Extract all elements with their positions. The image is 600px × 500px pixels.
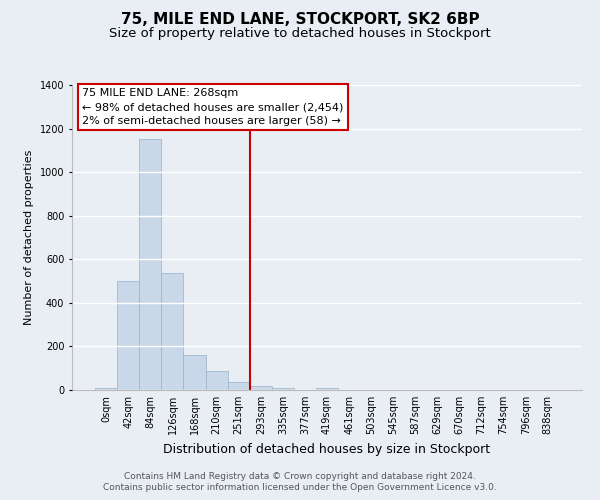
Bar (117, 281, 139, 390)
Bar (161, 274, 184, 390)
Bar (95, 388, 117, 390)
Text: 75, MILE END LANE, STOCKPORT, SK2 6BP: 75, MILE END LANE, STOCKPORT, SK2 6BP (121, 12, 479, 28)
Bar (206, 372, 227, 390)
Bar (250, 386, 272, 390)
Text: Contains public sector information licensed under the Open Government Licence v3: Contains public sector information licen… (103, 484, 497, 492)
Text: Size of property relative to detached houses in Stockport: Size of property relative to detached ho… (109, 28, 491, 40)
Bar (227, 382, 250, 390)
Bar (316, 388, 338, 390)
Bar (272, 388, 294, 390)
X-axis label: Distribution of detached houses by size in Stockport: Distribution of detached houses by size … (163, 442, 491, 456)
Bar (184, 355, 206, 390)
Bar (139, 140, 161, 390)
Y-axis label: Number of detached properties: Number of detached properties (24, 150, 34, 325)
Text: Contains HM Land Registry data © Crown copyright and database right 2024.: Contains HM Land Registry data © Crown c… (124, 472, 476, 481)
Text: 75 MILE END LANE: 268sqm
← 98% of detached houses are smaller (2,454)
2% of semi: 75 MILE END LANE: 268sqm ← 98% of detach… (82, 88, 344, 126)
